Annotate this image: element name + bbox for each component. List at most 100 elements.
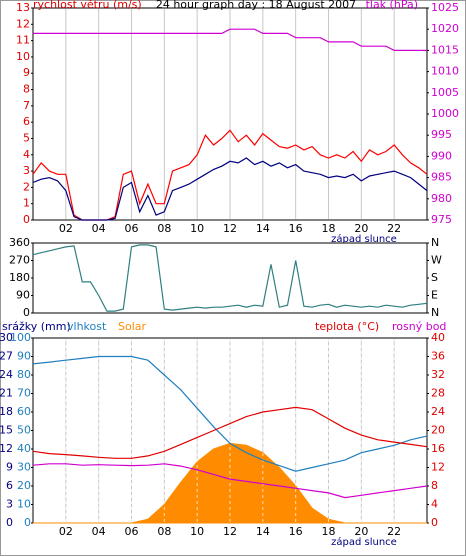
y2-tick-label: 1010	[431, 65, 459, 78]
series-line	[32, 463, 428, 499]
y2-tick-label: 28	[431, 387, 445, 400]
y2-tick-label: 36	[431, 350, 445, 363]
y2-tick-label: 985	[431, 171, 452, 184]
y-tick-label: 3	[23, 164, 30, 177]
y-tick-label: 80	[17, 368, 31, 381]
y-tick-label: 7	[23, 99, 30, 112]
y3-tick-label: 3	[6, 498, 13, 511]
y2-tick-label: 32	[431, 368, 445, 381]
y-tick-label: 20	[17, 479, 31, 492]
y-tick-label: 9	[23, 66, 30, 79]
series-line	[33, 28, 427, 51]
y2-tick-label: 975	[431, 213, 452, 226]
x-tick-label: 12	[223, 525, 237, 538]
y2-tick-label: 16	[431, 442, 445, 455]
y3-tick-label: 24	[0, 368, 13, 381]
y-tick-label: 70	[17, 387, 31, 400]
x-tick-label: 02	[59, 525, 73, 538]
y-tick-label: 0	[23, 213, 30, 226]
y2-tick-label: 0	[431, 516, 438, 529]
y2-tick-label: 1025	[431, 1, 459, 14]
x-tick-label: 04	[92, 222, 106, 235]
x-tick-label: 10	[190, 222, 204, 235]
x-tick-label: 06	[125, 222, 139, 235]
x-tick-label: 04	[92, 525, 106, 538]
legend-label: rosný bod	[392, 320, 446, 333]
y-tick-label: 2	[23, 180, 30, 193]
x-tick-label: 18	[322, 525, 336, 538]
y-tick-label: 360	[9, 236, 30, 249]
y-axis-label: rychlost větru (m/s)	[33, 0, 142, 11]
y2-tick-label: 1000	[431, 107, 459, 120]
y2-tick-label: 12	[431, 461, 445, 474]
x-tick-label: 20	[354, 222, 368, 235]
y3-tick-label: 9	[6, 461, 13, 474]
series-line	[32, 244, 428, 312]
y2-tick-label: 980	[431, 192, 452, 205]
y3-tick-label: 27	[0, 350, 13, 363]
x-tick-label: 08	[157, 222, 171, 235]
x-tick-label: 12	[223, 222, 237, 235]
y-tick-label: 30	[17, 461, 31, 474]
y2-tick-label: 1020	[431, 22, 459, 35]
annotation: západ slunce	[331, 233, 397, 245]
x-tick-label: 18	[322, 222, 336, 235]
x-tick-label: 22	[387, 525, 401, 538]
x-tick-label: 22	[387, 222, 401, 235]
y3-tick-label: 6	[6, 479, 13, 492]
legend-label: teplota (°C)	[315, 320, 379, 333]
y2-tick-label: N	[431, 306, 439, 319]
x-tick-label: 14	[256, 222, 270, 235]
y2-axis-label: tlak (hPa)	[366, 0, 418, 11]
y-tick-label: 90	[17, 350, 31, 363]
x-tick-label: 08	[157, 525, 171, 538]
x-tick-label: 10	[190, 525, 204, 538]
x-tick-label: 16	[289, 525, 303, 538]
plot-frame	[32, 242, 428, 314]
y-tick-label: 0	[24, 516, 31, 529]
y3-tick-label: 15	[0, 424, 13, 437]
y3-tick-label: 0	[6, 516, 13, 529]
series-line	[32, 406, 428, 459]
y2-tick-label: 990	[431, 149, 452, 162]
x-tick-label: 02	[59, 222, 73, 235]
y2-tick-label: 8	[431, 479, 438, 492]
y-tick-label: 10	[17, 498, 31, 511]
series-line	[32, 157, 428, 221]
y3-tick-label: 30	[0, 331, 13, 344]
y3-tick-label: 18	[0, 405, 13, 418]
y-tick-label: 100	[10, 331, 31, 344]
y2-tick-label: 20	[431, 424, 445, 437]
y2-tick-label: 995	[431, 128, 452, 141]
x-tick-label: 20	[354, 525, 368, 538]
y-tick-label: 10	[16, 50, 30, 63]
y2-tick-label: 40	[431, 331, 445, 344]
y3-axis-label: srážky (mm)	[2, 320, 71, 333]
annotation: západ slunce	[331, 536, 397, 548]
y-tick-label: 270	[9, 254, 30, 267]
y-tick-label: 50	[17, 424, 31, 437]
y-tick-label: 13	[16, 1, 30, 14]
y2-tick-label: 24	[431, 405, 445, 418]
y-tick-label: 40	[17, 442, 31, 455]
y2-tick-label: 4	[431, 498, 438, 511]
x-tick-label: 06	[125, 525, 139, 538]
y-tick-label: 1	[23, 197, 30, 210]
x-tick-label: 14	[256, 525, 270, 538]
y2-tick-label: N	[431, 236, 439, 249]
y2-tick-label: E	[431, 289, 438, 302]
y3-tick-label: 12	[0, 442, 13, 455]
y-tick-label: 8	[23, 83, 30, 96]
y-tick-label: 90	[16, 289, 30, 302]
y2-tick-label: 1005	[431, 86, 459, 99]
y-tick-label: 12	[16, 17, 30, 30]
y2-tick-label: 1015	[431, 43, 459, 56]
y-tick-label: 60	[17, 405, 31, 418]
y-tick-label: 5	[23, 131, 30, 144]
y-tick-label: 6	[23, 115, 30, 128]
y-tick-label: 11	[16, 34, 30, 47]
x-tick-label: 16	[289, 222, 303, 235]
legend-label: vlhkost	[67, 320, 107, 333]
y-tick-label: 0	[23, 306, 30, 319]
